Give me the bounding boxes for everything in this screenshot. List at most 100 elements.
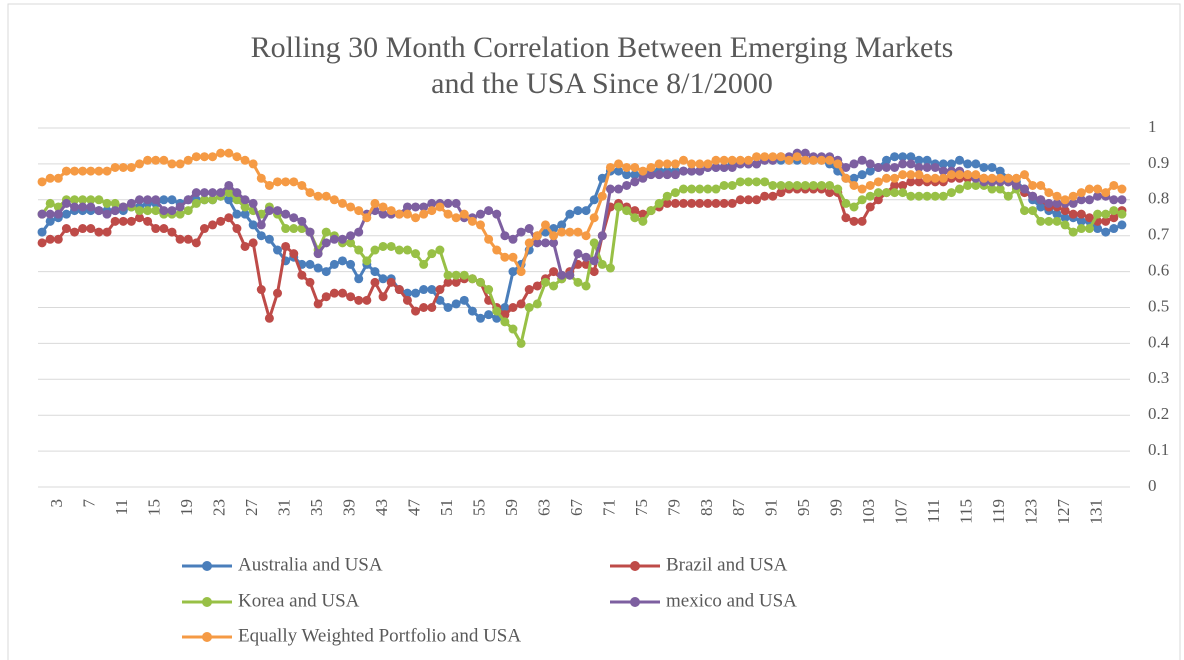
- data-point: [102, 227, 112, 237]
- data-point: [191, 152, 201, 162]
- data-point: [508, 267, 518, 277]
- data-point: [995, 184, 1005, 194]
- data-point: [695, 184, 705, 194]
- data-point: [37, 209, 47, 219]
- data-point: [86, 224, 96, 234]
- data-point: [354, 227, 364, 237]
- data-point: [459, 209, 469, 219]
- data-point: [914, 191, 924, 201]
- data-point: [857, 184, 867, 194]
- data-point: [857, 195, 867, 205]
- data-point: [955, 155, 965, 165]
- data-point: [768, 191, 778, 201]
- data-point: [216, 216, 226, 226]
- data-point: [492, 245, 502, 255]
- data-point: [337, 198, 347, 208]
- data-point: [167, 206, 177, 216]
- data-point: [240, 241, 250, 251]
- data-point: [898, 152, 908, 162]
- data-point: [735, 155, 745, 165]
- y-tick-label: 0.3: [1148, 368, 1169, 387]
- data-point: [662, 191, 672, 201]
- data-point: [711, 155, 721, 165]
- x-tick-label: 59: [502, 499, 521, 516]
- data-point: [134, 206, 144, 216]
- data-point: [540, 220, 550, 230]
- data-point: [873, 177, 883, 187]
- data-point: [549, 267, 559, 277]
- data-point: [938, 159, 948, 169]
- data-point: [248, 198, 258, 208]
- data-point: [614, 159, 624, 169]
- data-point: [557, 227, 567, 237]
- data-point: [508, 303, 518, 312]
- data-point: [800, 155, 810, 165]
- data-point: [930, 191, 940, 201]
- data-point: [216, 148, 226, 158]
- data-point: [833, 159, 843, 169]
- data-point: [264, 206, 274, 216]
- data-point: [500, 231, 510, 241]
- data-point: [524, 285, 534, 295]
- data-point: [232, 152, 242, 162]
- data-point: [605, 184, 615, 194]
- data-point: [305, 259, 315, 269]
- data-point: [346, 292, 356, 302]
- data-point: [378, 202, 388, 212]
- data-point: [191, 188, 201, 198]
- data-point: [1052, 209, 1062, 219]
- data-point: [159, 195, 169, 205]
- data-point: [687, 184, 697, 194]
- x-tick-label: 11: [112, 499, 131, 515]
- data-point: [1109, 180, 1119, 190]
- data-point: [273, 245, 283, 255]
- data-point: [134, 195, 144, 205]
- data-point: [1036, 195, 1046, 205]
- data-point: [281, 241, 291, 251]
- data-point: [354, 274, 364, 284]
- data-point: [94, 206, 104, 216]
- data-point: [126, 162, 136, 172]
- data-point: [573, 249, 583, 259]
- data-point: [183, 234, 193, 244]
- data-point: [784, 155, 794, 165]
- data-point: [508, 234, 518, 244]
- data-point: [102, 166, 112, 176]
- data-point: [118, 216, 128, 226]
- data-point: [1068, 198, 1078, 208]
- data-point: [86, 195, 96, 205]
- data-point: [630, 170, 640, 180]
- data-point: [427, 249, 437, 259]
- data-point: [402, 295, 412, 305]
- data-point: [987, 184, 997, 194]
- data-point: [435, 202, 445, 212]
- data-point: [183, 195, 193, 205]
- data-point: [467, 274, 477, 284]
- data-point: [1068, 191, 1078, 201]
- y-tick-label: 0.7: [1148, 225, 1170, 244]
- chart-title: and the USA Since 8/1/2000: [431, 67, 773, 100]
- data-point: [881, 188, 891, 198]
- data-point: [825, 155, 835, 165]
- data-point: [857, 170, 867, 180]
- data-point: [532, 281, 542, 291]
- x-tick-label: 67: [567, 499, 586, 517]
- data-point: [110, 198, 120, 208]
- data-point: [1084, 184, 1094, 194]
- data-point: [1052, 191, 1062, 201]
- legend-marker: [630, 561, 640, 571]
- data-point: [346, 238, 356, 248]
- data-point: [776, 188, 786, 198]
- data-point: [622, 180, 632, 190]
- data-point: [411, 213, 421, 223]
- data-point: [516, 338, 526, 348]
- x-tick-label: 115: [957, 499, 976, 524]
- data-point: [573, 206, 583, 216]
- data-point: [1093, 184, 1103, 194]
- data-point: [297, 216, 307, 226]
- y-tick-label: 0.5: [1148, 296, 1169, 315]
- legend-label: Korea and USA: [238, 590, 360, 611]
- data-point: [427, 206, 437, 216]
- data-point: [378, 292, 388, 302]
- y-tick-label: 0: [1148, 476, 1157, 495]
